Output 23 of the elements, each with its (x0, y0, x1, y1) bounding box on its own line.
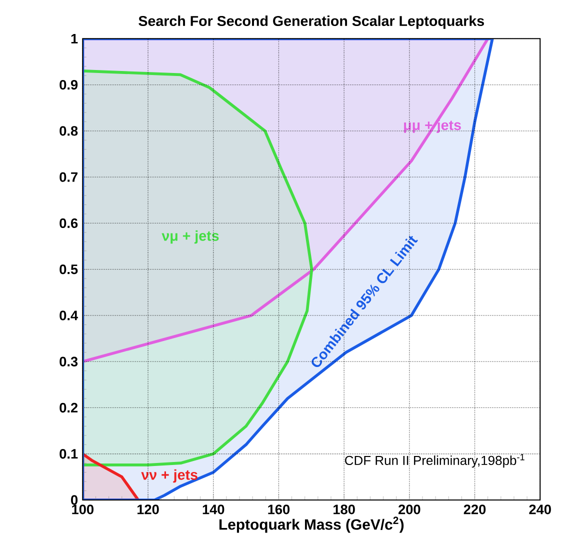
x-tick-label: 140 (202, 504, 224, 514)
x-tick-label: 200 (398, 504, 420, 514)
y-tick-label: 0.6 (60, 218, 78, 228)
x-tick-label: 120 (137, 504, 159, 514)
y-tick-label: 0.1 (60, 449, 78, 459)
y-tick-label: 0.8 (60, 126, 78, 136)
y-tick-label: 0.9 (60, 80, 78, 90)
x-tick-label: 180 (334, 504, 355, 514)
x-tick-label: 240 (529, 504, 551, 514)
y-tick-label: 1 (71, 34, 78, 44)
y-tick-label: 0.3 (60, 356, 78, 367)
y-tick-label: 0.7 (60, 172, 78, 182)
x-axis-title: Leptoquark Mass (GeV/c$^{2}$) (219, 516, 404, 533)
x-tick-label: 160 (268, 504, 290, 514)
y-tick-label: 0.2 (60, 403, 78, 413)
x-tick-label: 220 (464, 504, 486, 514)
chart-title: Search For Second Generation Scalar Leptoquarks (138, 16, 484, 29)
annotation: CDF Run II Preliminary,198pb$^{-1}$ (345, 454, 524, 468)
x-tick-label: 100 (72, 504, 94, 514)
y-tick-label: 0 (71, 495, 78, 505)
y-tick-label: 0.4 (60, 310, 78, 320)
y-tick-label: 0.5 (60, 264, 78, 274)
series-label: νν + jets (141, 469, 198, 483)
